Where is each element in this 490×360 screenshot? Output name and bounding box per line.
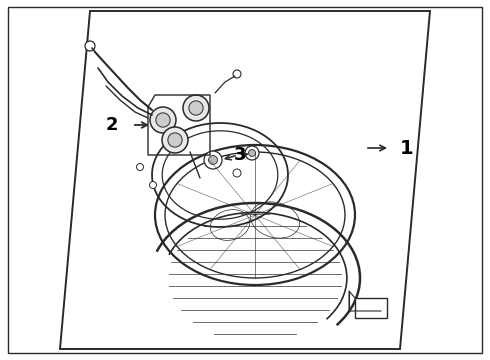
Circle shape — [168, 133, 182, 147]
Circle shape — [85, 41, 95, 51]
Text: 2: 2 — [105, 116, 118, 134]
Circle shape — [209, 156, 218, 165]
Polygon shape — [60, 11, 430, 349]
Circle shape — [162, 127, 188, 153]
Circle shape — [245, 146, 259, 160]
Circle shape — [183, 95, 209, 121]
Circle shape — [137, 163, 144, 171]
Text: 1: 1 — [400, 139, 414, 158]
Bar — [355, 298, 387, 318]
Text: 3: 3 — [234, 146, 246, 164]
Circle shape — [156, 113, 170, 127]
Circle shape — [233, 169, 241, 177]
Circle shape — [248, 149, 255, 157]
Circle shape — [189, 101, 203, 115]
Circle shape — [149, 181, 156, 189]
Circle shape — [204, 151, 222, 169]
Circle shape — [233, 70, 241, 78]
Circle shape — [150, 107, 176, 133]
